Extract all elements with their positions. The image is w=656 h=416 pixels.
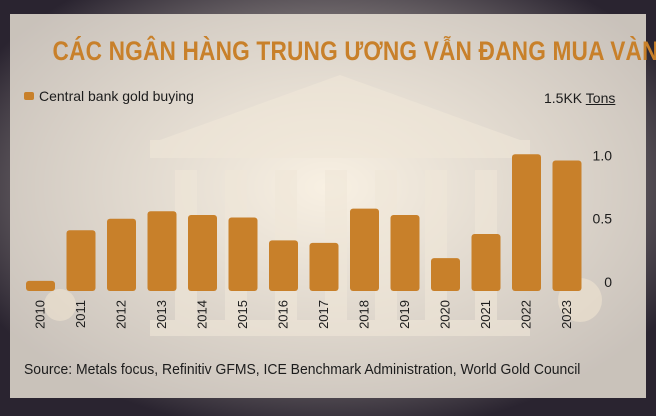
bar-2020 bbox=[431, 258, 460, 291]
bar-2011 bbox=[66, 230, 96, 291]
bar-2013 bbox=[147, 211, 177, 291]
bar-2016 bbox=[269, 240, 298, 291]
x-tick-label: 2012 bbox=[114, 300, 129, 329]
x-tick-label: 2023 bbox=[559, 300, 574, 329]
bar-2015 bbox=[228, 217, 258, 291]
x-tick-label: 2022 bbox=[519, 300, 534, 329]
bar-2022 bbox=[512, 154, 541, 291]
legend-label: Central bank gold buying bbox=[39, 88, 194, 104]
y-tick-label: 0.5 bbox=[593, 211, 613, 227]
x-tick-label: 2010 bbox=[33, 300, 48, 329]
units-tons: Tons bbox=[585, 90, 616, 106]
source-note: Source: Metals focus, Refinitiv GFMS, IC… bbox=[24, 361, 581, 378]
y-tick-label: 0 bbox=[604, 274, 612, 290]
units-label: 1.5KK Tons bbox=[544, 90, 615, 106]
y-tick-label: 1.0 bbox=[593, 147, 613, 163]
chart-title: CÁC NGÂN HÀNG TRUNG ƯƠNG VẪN ĐANG MUA VÀ… bbox=[52, 36, 656, 66]
bar-2018 bbox=[350, 208, 379, 291]
x-tick-label: 2017 bbox=[316, 300, 331, 329]
bar-2017 bbox=[309, 242, 339, 291]
x-tick-label: 2019 bbox=[397, 300, 412, 329]
x-tick-label: 2011 bbox=[73, 300, 88, 328]
x-tick-label: 2016 bbox=[276, 300, 291, 329]
x-tick-label: 2014 bbox=[195, 300, 210, 329]
x-tick-label: 2021 bbox=[478, 300, 493, 329]
bar-2021 bbox=[471, 234, 501, 291]
legend: Central bank gold buying bbox=[24, 88, 194, 104]
legend-swatch bbox=[24, 92, 34, 100]
bar-2023 bbox=[552, 160, 582, 291]
units-prefix: 1.5KK bbox=[544, 90, 583, 106]
bar-2010 bbox=[26, 280, 55, 291]
x-tick-label: 2018 bbox=[357, 300, 372, 329]
x-tick-label: 2013 bbox=[154, 300, 169, 329]
bar-2014 bbox=[188, 215, 217, 291]
bar-2012 bbox=[107, 218, 136, 291]
x-tick-label: 2015 bbox=[235, 300, 250, 329]
bar-2019 bbox=[390, 215, 420, 291]
x-tick-label: 2020 bbox=[438, 300, 453, 329]
